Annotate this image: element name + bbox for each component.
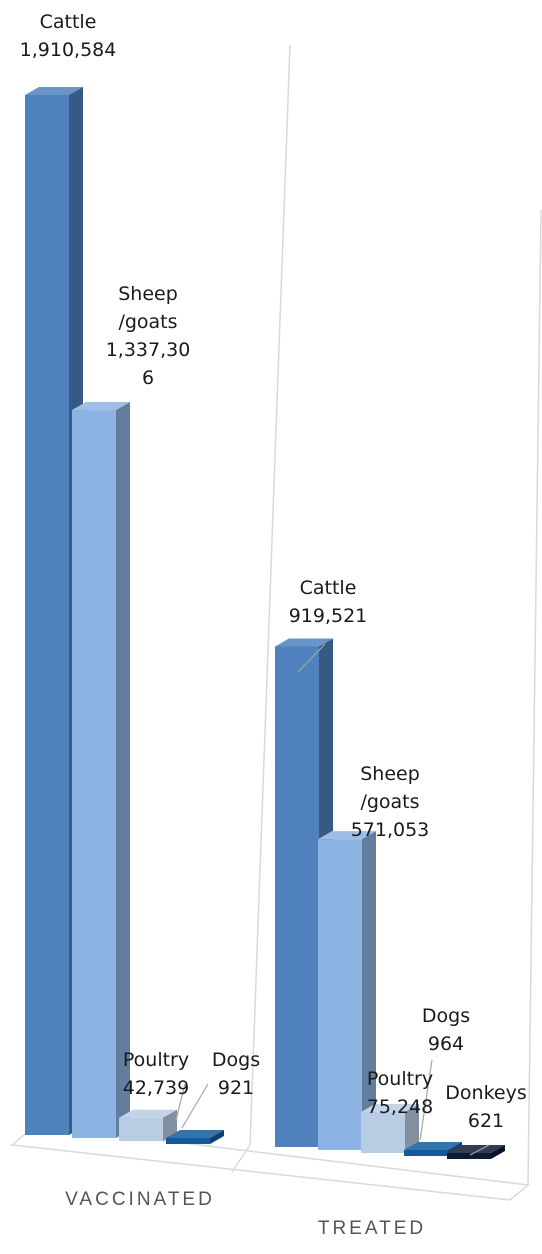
bar-front-face <box>166 1138 210 1144</box>
data-label-treated-poultry: Poultry 75,248 <box>367 1068 433 1118</box>
data-label-vaccinated-sheep-goats: Sheep/goats 1,337,30 6 <box>106 283 191 389</box>
bar-top-face <box>361 1104 419 1113</box>
data-label-line: 1,910,584 <box>20 39 117 61</box>
bar-top-face <box>25 87 83 95</box>
bar-side-face <box>163 1109 177 1141</box>
data-label-treated-donkeys: Donkeys 621 <box>445 1082 526 1132</box>
data-label-treated-dogs: Dogs 964 <box>422 1005 470 1055</box>
leader-line <box>469 1144 490 1156</box>
leader-line <box>175 1083 186 1121</box>
data-label-line: 6 <box>142 367 154 389</box>
floor-divider <box>231 1144 251 1173</box>
bar-top-face <box>166 1130 224 1138</box>
bar-front-face <box>361 1112 405 1153</box>
bar-front-face <box>447 1153 491 1159</box>
data-label-line: Sheep <box>118 283 178 305</box>
data-label-line: Sheep <box>360 763 420 785</box>
bar-vaccinated-poultry <box>119 1109 177 1141</box>
data-label-line: 1,337,30 <box>106 339 191 361</box>
leader-line <box>181 1083 209 1129</box>
bar-side-face <box>491 1145 505 1159</box>
bar-top-face <box>447 1145 505 1153</box>
back-wall-divider <box>249 44 291 1146</box>
back-wall-right-edge <box>527 209 542 1186</box>
category-label-vaccinated: VACCINATED <box>65 1189 215 1210</box>
data-label-treated-cattle: Cattle 919,521 <box>289 577 368 627</box>
bars-group <box>25 87 505 1159</box>
bar-vaccinated-cattle <box>25 87 83 1135</box>
bar-top-face <box>72 402 130 411</box>
data-label-line: 42,739 <box>123 1077 189 1099</box>
bar-treated-sheep-goats <box>318 831 376 1150</box>
data-label-line: 621 <box>468 1110 504 1132</box>
data-label-line: Dogs <box>422 1005 470 1027</box>
data-label-vaccinated-dogs: Dogs 921 <box>212 1049 260 1099</box>
bar-top-face <box>404 1142 462 1150</box>
bar-front-face <box>72 410 116 1138</box>
data-label-line: 571,053 <box>351 819 430 841</box>
bar-side-face <box>362 831 376 1150</box>
data-label-line: 919,521 <box>289 605 368 627</box>
data-label-line: /goats <box>118 311 177 333</box>
data-label-line: /goats <box>360 791 419 813</box>
chart-walls <box>249 44 542 1186</box>
leader-line <box>297 643 326 673</box>
bar-front-face <box>119 1117 163 1141</box>
bar-treated-donkeys <box>447 1145 505 1159</box>
data-label-vaccinated-cattle: Cattle 1,910,584 <box>20 11 117 61</box>
data-label-line: Dogs <box>212 1049 260 1071</box>
bar-front-face <box>275 646 319 1147</box>
leader-line <box>419 1059 433 1141</box>
category-labels: VACCINATED TREATED <box>65 1189 426 1239</box>
data-label-line: 75,248 <box>367 1096 433 1118</box>
bar-front-face <box>404 1150 448 1156</box>
data-label-vaccinated-poultry: Poultry 42,739 <box>123 1049 189 1099</box>
bar-top-face <box>119 1109 177 1118</box>
bar-vaccinated-dogs <box>166 1130 224 1144</box>
bar-top-face <box>318 831 376 840</box>
bar-treated-poultry <box>361 1104 419 1153</box>
category-label-treated: TREATED <box>318 1218 426 1239</box>
data-label-treated-sheep-goats: Sheep/goats 571,053 <box>351 763 430 841</box>
data-label-line: Donkeys <box>445 1082 526 1104</box>
data-label-line: Cattle <box>40 11 97 33</box>
data-label-line: 964 <box>428 1033 464 1055</box>
bar-side-face <box>116 402 130 1138</box>
data-label-line: Poultry <box>123 1049 189 1071</box>
bar-side-face <box>405 1104 419 1153</box>
bar-front-face <box>318 839 362 1150</box>
bar-side-face <box>210 1130 224 1144</box>
bar-top-face <box>275 638 333 647</box>
data-labels: Cattle 1,910,584 Sheep/goats 1,337,30 6 Poult… <box>20 11 527 1132</box>
data-label-line: Poultry <box>367 1068 433 1090</box>
bar-front-face <box>25 95 69 1135</box>
bar-vaccinated-sheep-goats <box>72 402 130 1138</box>
data-label-line: Cattle <box>300 577 357 599</box>
leader-lines <box>175 643 490 1156</box>
data-label-line: 921 <box>218 1077 254 1099</box>
